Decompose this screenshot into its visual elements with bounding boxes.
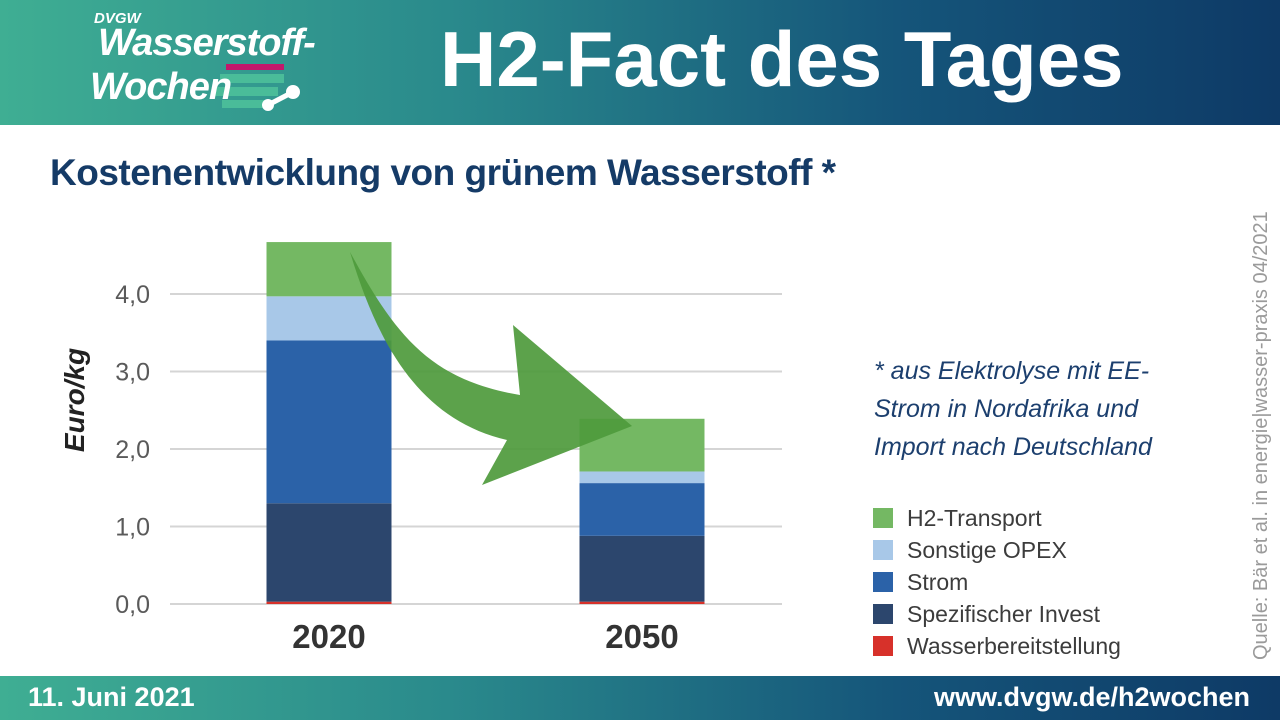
bar-segment-wasserbereitstellung-2020 — [266, 601, 392, 604]
y-tick-label: 3,0 — [115, 359, 150, 387]
logo-graphic — [214, 64, 300, 111]
legend-item: H2-Transport — [873, 502, 1121, 534]
chart-legend: H2-Transport Sonstige OPEX Strom Spezifisch… — [873, 502, 1121, 662]
bar-segment-spezifischer-invest-2020 — [266, 503, 392, 602]
y-tick-label: 4,0 — [115, 281, 150, 309]
legend-swatch — [873, 508, 893, 528]
legend-item: Strom — [873, 566, 1121, 598]
bar-segment-wasserbereitstellung-2050 — [579, 601, 705, 604]
y-tick-label: 1,0 — [115, 514, 150, 542]
y-axis-label: Euro/kg — [59, 348, 90, 452]
legend-label: Spezifischer Invest — [907, 600, 1101, 627]
logo-line1: Wasserstoff- — [98, 22, 316, 64]
chart-title: Kostenentwicklung von grünem Wasserstoff… — [50, 152, 836, 193]
logo-line2: Wochen — [90, 66, 232, 108]
legend-swatch — [873, 636, 893, 656]
x-category-label: 2020 — [292, 618, 365, 655]
legend-label: H2-Transport — [907, 504, 1042, 531]
footnote: * aus Elektrolyse mit EE-Strom in Nordaf… — [874, 357, 1152, 461]
legend-item: Spezifischer Invest — [873, 598, 1121, 630]
bar-segment-sonstige-opex-2050 — [579, 471, 705, 484]
bar-segment-strom-2020 — [266, 340, 392, 504]
footer-banner: 11. Juni 2021 www.dvgw.de/h2wochen — [0, 676, 1280, 720]
bar-segment-h2-transport-2020 — [266, 242, 392, 297]
bar-segment-spezifischer-invest-2050 — [579, 535, 705, 602]
legend-swatch — [873, 604, 893, 624]
bar-segment-strom-2050 — [579, 483, 705, 536]
x-category-label: 2050 — [605, 618, 678, 655]
legend-label: Sonstige OPEX — [907, 536, 1067, 563]
legend-swatch — [873, 540, 893, 560]
legend-label: Wasserbereitstellung — [907, 632, 1121, 659]
y-tick-label: 0,0 — [115, 591, 150, 619]
trend-arrow — [350, 252, 632, 485]
legend-item: Wasserbereitstellung — [873, 630, 1121, 662]
footer-url[interactable]: www.dvgw.de/h2wochen — [933, 682, 1250, 712]
logo-org: DVGW — [94, 10, 141, 27]
legend-swatch — [873, 572, 893, 592]
footer-date: 11. Juni 2021 — [28, 682, 195, 712]
source-citation: Quelle: Bär et al. in energie|wasser-pra… — [1250, 211, 1272, 660]
dvgw-wasserstoff-wochen-logo: DVGW Wasserstoff- Wochen — [88, 8, 328, 120]
y-tick-label: 2,0 — [115, 436, 150, 464]
legend-label: Strom — [907, 568, 969, 595]
header-banner: DVGW Wasserstoff- Wochen H2-Fact des Tag… — [0, 0, 1280, 125]
legend-item: Sonstige OPEX — [873, 534, 1121, 566]
header-title: H2-Fact des Tages — [440, 15, 1124, 103]
